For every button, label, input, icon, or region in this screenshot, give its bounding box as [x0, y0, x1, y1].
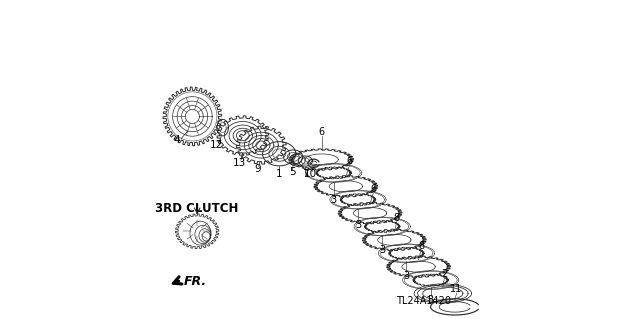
Text: 3: 3 — [331, 195, 337, 205]
Text: 8: 8 — [394, 212, 400, 223]
Text: 10: 10 — [304, 169, 317, 179]
Text: 1: 1 — [276, 168, 282, 179]
Text: 2: 2 — [442, 269, 447, 279]
Text: 13: 13 — [233, 158, 246, 168]
Text: 5: 5 — [289, 167, 296, 177]
Text: 4: 4 — [174, 135, 180, 145]
Text: 12: 12 — [210, 140, 223, 150]
Text: 3: 3 — [403, 271, 410, 281]
Text: 6: 6 — [370, 184, 376, 194]
Text: 6: 6 — [347, 156, 353, 166]
Text: 11: 11 — [451, 284, 463, 294]
Text: FR.: FR. — [184, 275, 207, 288]
Text: 3RD CLUTCH: 3RD CLUTCH — [156, 203, 239, 215]
Text: 3: 3 — [355, 220, 361, 230]
Text: 9: 9 — [255, 164, 261, 174]
Text: 3: 3 — [428, 295, 434, 305]
Text: TL24A1420: TL24A1420 — [396, 296, 451, 307]
Text: 6: 6 — [319, 127, 324, 137]
Text: 8: 8 — [418, 241, 424, 251]
Text: 7: 7 — [302, 169, 308, 179]
Text: 3: 3 — [379, 245, 385, 256]
